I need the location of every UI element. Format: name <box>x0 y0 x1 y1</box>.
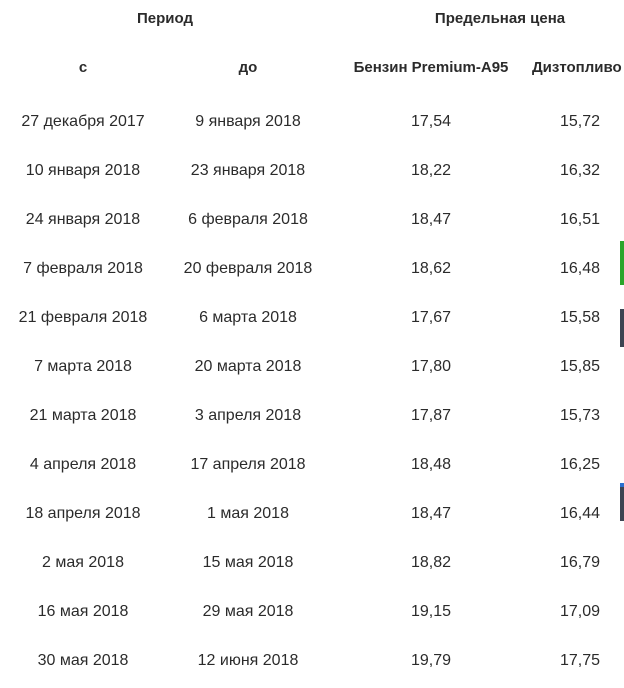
cell-date-from: 7 февраля 2018 <box>23 259 143 277</box>
cell-date-from: 7 марта 2018 <box>34 357 132 375</box>
cell-date-from: 4 апреля 2018 <box>29 455 137 473</box>
cell-date-from: 18 апреля 2018 <box>25 504 141 522</box>
cell-date-to: 6 февраля 2018 <box>188 210 308 228</box>
table-row: 7 марта 2018 20 марта 2018 17,80 15,85 <box>0 342 624 391</box>
header-period: Период <box>137 10 193 27</box>
header-max-price: Предельная цена <box>434 10 566 27</box>
cell-date-to: 17 апреля 2018 <box>190 455 306 473</box>
cell-date-to: 20 февраля 2018 <box>183 259 313 277</box>
cell-date-from: 30 мая 2018 <box>37 651 129 669</box>
cell-date-from: 21 февраля 2018 <box>18 308 148 326</box>
cell-price-petrol: 18,62 <box>410 259 452 277</box>
cell-price-diesel: 15,72 <box>560 112 601 130</box>
cell-price-petrol: 18,48 <box>410 455 452 473</box>
table-row: 4 апреля 2018 17 апреля 2018 18,48 16,25 <box>0 440 624 489</box>
table-row: 30 мая 2018 12 июня 2018 19,79 17,75 <box>0 636 624 685</box>
cell-price-petrol: 18,47 <box>410 504 452 522</box>
edge-widget-dark[interactable] <box>620 309 624 347</box>
header-row-groups: Период Предельная цена <box>0 0 624 37</box>
cell-price-petrol: 19,15 <box>410 602 452 620</box>
header-petrol: Бензин Premium-A95 <box>353 58 509 76</box>
table-row: 2 мая 2018 15 мая 2018 18,82 16,79 <box>0 538 624 587</box>
header-diesel: Дизтопливо <box>532 58 622 76</box>
table-row: 18 апреля 2018 1 мая 2018 18,47 16,44 <box>0 489 624 538</box>
cell-price-petrol: 17,87 <box>410 406 452 424</box>
cell-date-from: 27 декабря 2017 <box>21 112 145 130</box>
cell-price-diesel: 16,79 <box>560 553 601 571</box>
cell-price-diesel: 16,44 <box>560 504 601 522</box>
cell-date-to: 6 марта 2018 <box>199 308 297 326</box>
cell-date-from: 2 мая 2018 <box>42 553 124 571</box>
cell-date-to: 12 июня 2018 <box>197 651 299 669</box>
cell-price-petrol: 17,80 <box>410 357 452 375</box>
table-body: 27 декабря 2017 9 января 2018 17,54 15,72 10… <box>0 97 624 685</box>
cell-price-petrol: 18,82 <box>410 553 452 571</box>
cell-date-from: 24 января 2018 <box>25 210 141 228</box>
table-row: 10 января 2018 23 января 2018 18,22 16,32 <box>0 146 624 195</box>
cell-price-petrol: 18,47 <box>410 210 452 228</box>
cell-price-diesel: 16,48 <box>560 259 601 277</box>
cell-price-diesel: 16,32 <box>560 161 601 179</box>
cell-price-diesel: 17,75 <box>560 651 601 669</box>
cell-price-diesel: 16,25 <box>560 455 601 473</box>
cell-date-to: 3 апреля 2018 <box>194 406 302 424</box>
cell-date-to: 23 января 2018 <box>190 161 306 179</box>
cell-price-diesel: 16,51 <box>560 210 601 228</box>
cell-price-petrol: 19,79 <box>410 651 452 669</box>
cell-date-from: 10 января 2018 <box>25 161 141 179</box>
cell-date-to: 9 января 2018 <box>195 112 301 130</box>
table-row: 21 февраля 2018 6 марта 2018 17,67 15,58 <box>0 293 624 342</box>
cell-date-to: 1 мая 2018 <box>207 504 289 522</box>
cell-date-from: 16 мая 2018 <box>37 602 129 620</box>
cell-price-petrol: 17,54 <box>410 112 452 130</box>
table-row: 27 декабря 2017 9 января 2018 17,54 15,72 <box>0 97 624 146</box>
cell-date-to: 15 мая 2018 <box>202 553 294 571</box>
cell-price-diesel: 15,73 <box>560 406 601 424</box>
header-to: до <box>238 58 258 76</box>
edge-widget-blue[interactable] <box>620 483 624 521</box>
cell-price-diesel: 15,58 <box>560 308 601 326</box>
table-row: 24 января 2018 6 февраля 2018 18,47 16,51 <box>0 195 624 244</box>
edge-widget-green[interactable] <box>620 241 624 285</box>
cell-date-to: 20 марта 2018 <box>194 357 302 375</box>
cell-date-to: 29 мая 2018 <box>202 602 294 620</box>
cell-price-diesel: 17,09 <box>560 602 601 620</box>
cell-price-petrol: 17,67 <box>410 308 452 326</box>
table-row: 7 февраля 2018 20 февраля 2018 18,62 16,48 <box>0 244 624 293</box>
cell-price-diesel: 15,85 <box>560 357 601 375</box>
header-from: с <box>78 58 88 76</box>
cell-date-from: 21 марта 2018 <box>29 406 137 424</box>
cell-price-petrol: 18,22 <box>410 161 452 179</box>
table-row: 16 мая 2018 29 мая 2018 19,15 17,09 <box>0 587 624 636</box>
table-row: 21 марта 2018 3 апреля 2018 17,87 15,73 <box>0 391 624 440</box>
header-row-columns: с до Бензин Premium-A95 Дизтопливо <box>0 37 624 97</box>
